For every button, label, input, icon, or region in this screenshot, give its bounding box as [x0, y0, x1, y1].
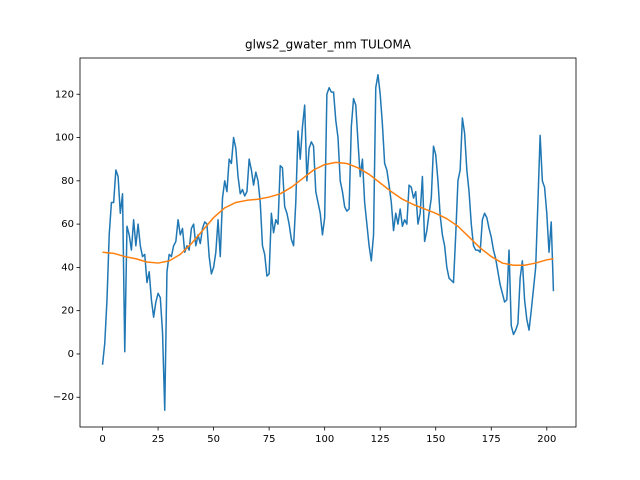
x-tick-label: 175	[482, 434, 501, 445]
y-tick-label: 100	[55, 133, 74, 144]
x-tick-label: 100	[315, 434, 334, 445]
x-tick-label: 125	[371, 434, 390, 445]
x-tick-label: 0	[99, 434, 105, 445]
series-line	[102, 161, 554, 266]
y-tick-label: −20	[53, 392, 74, 403]
y-tick-label: 120	[55, 89, 74, 100]
plot-frame	[79, 57, 577, 428]
x-tick-label: 75	[263, 434, 276, 445]
y-tick-label: 20	[61, 306, 74, 317]
chart-title: glws2_gwater_mm TULOMA	[245, 38, 412, 52]
y-tick-label: 0	[68, 349, 74, 360]
x-tick-label: 200	[537, 434, 556, 445]
series-line	[101, 74, 555, 411]
y-tick-label: 40	[61, 262, 74, 273]
y-tick-label: 60	[61, 219, 74, 230]
x-tick-label: 50	[207, 434, 220, 445]
x-tick-label: 150	[426, 434, 445, 445]
x-tick-label: 25	[152, 434, 165, 445]
y-tick-label: 80	[61, 176, 74, 187]
